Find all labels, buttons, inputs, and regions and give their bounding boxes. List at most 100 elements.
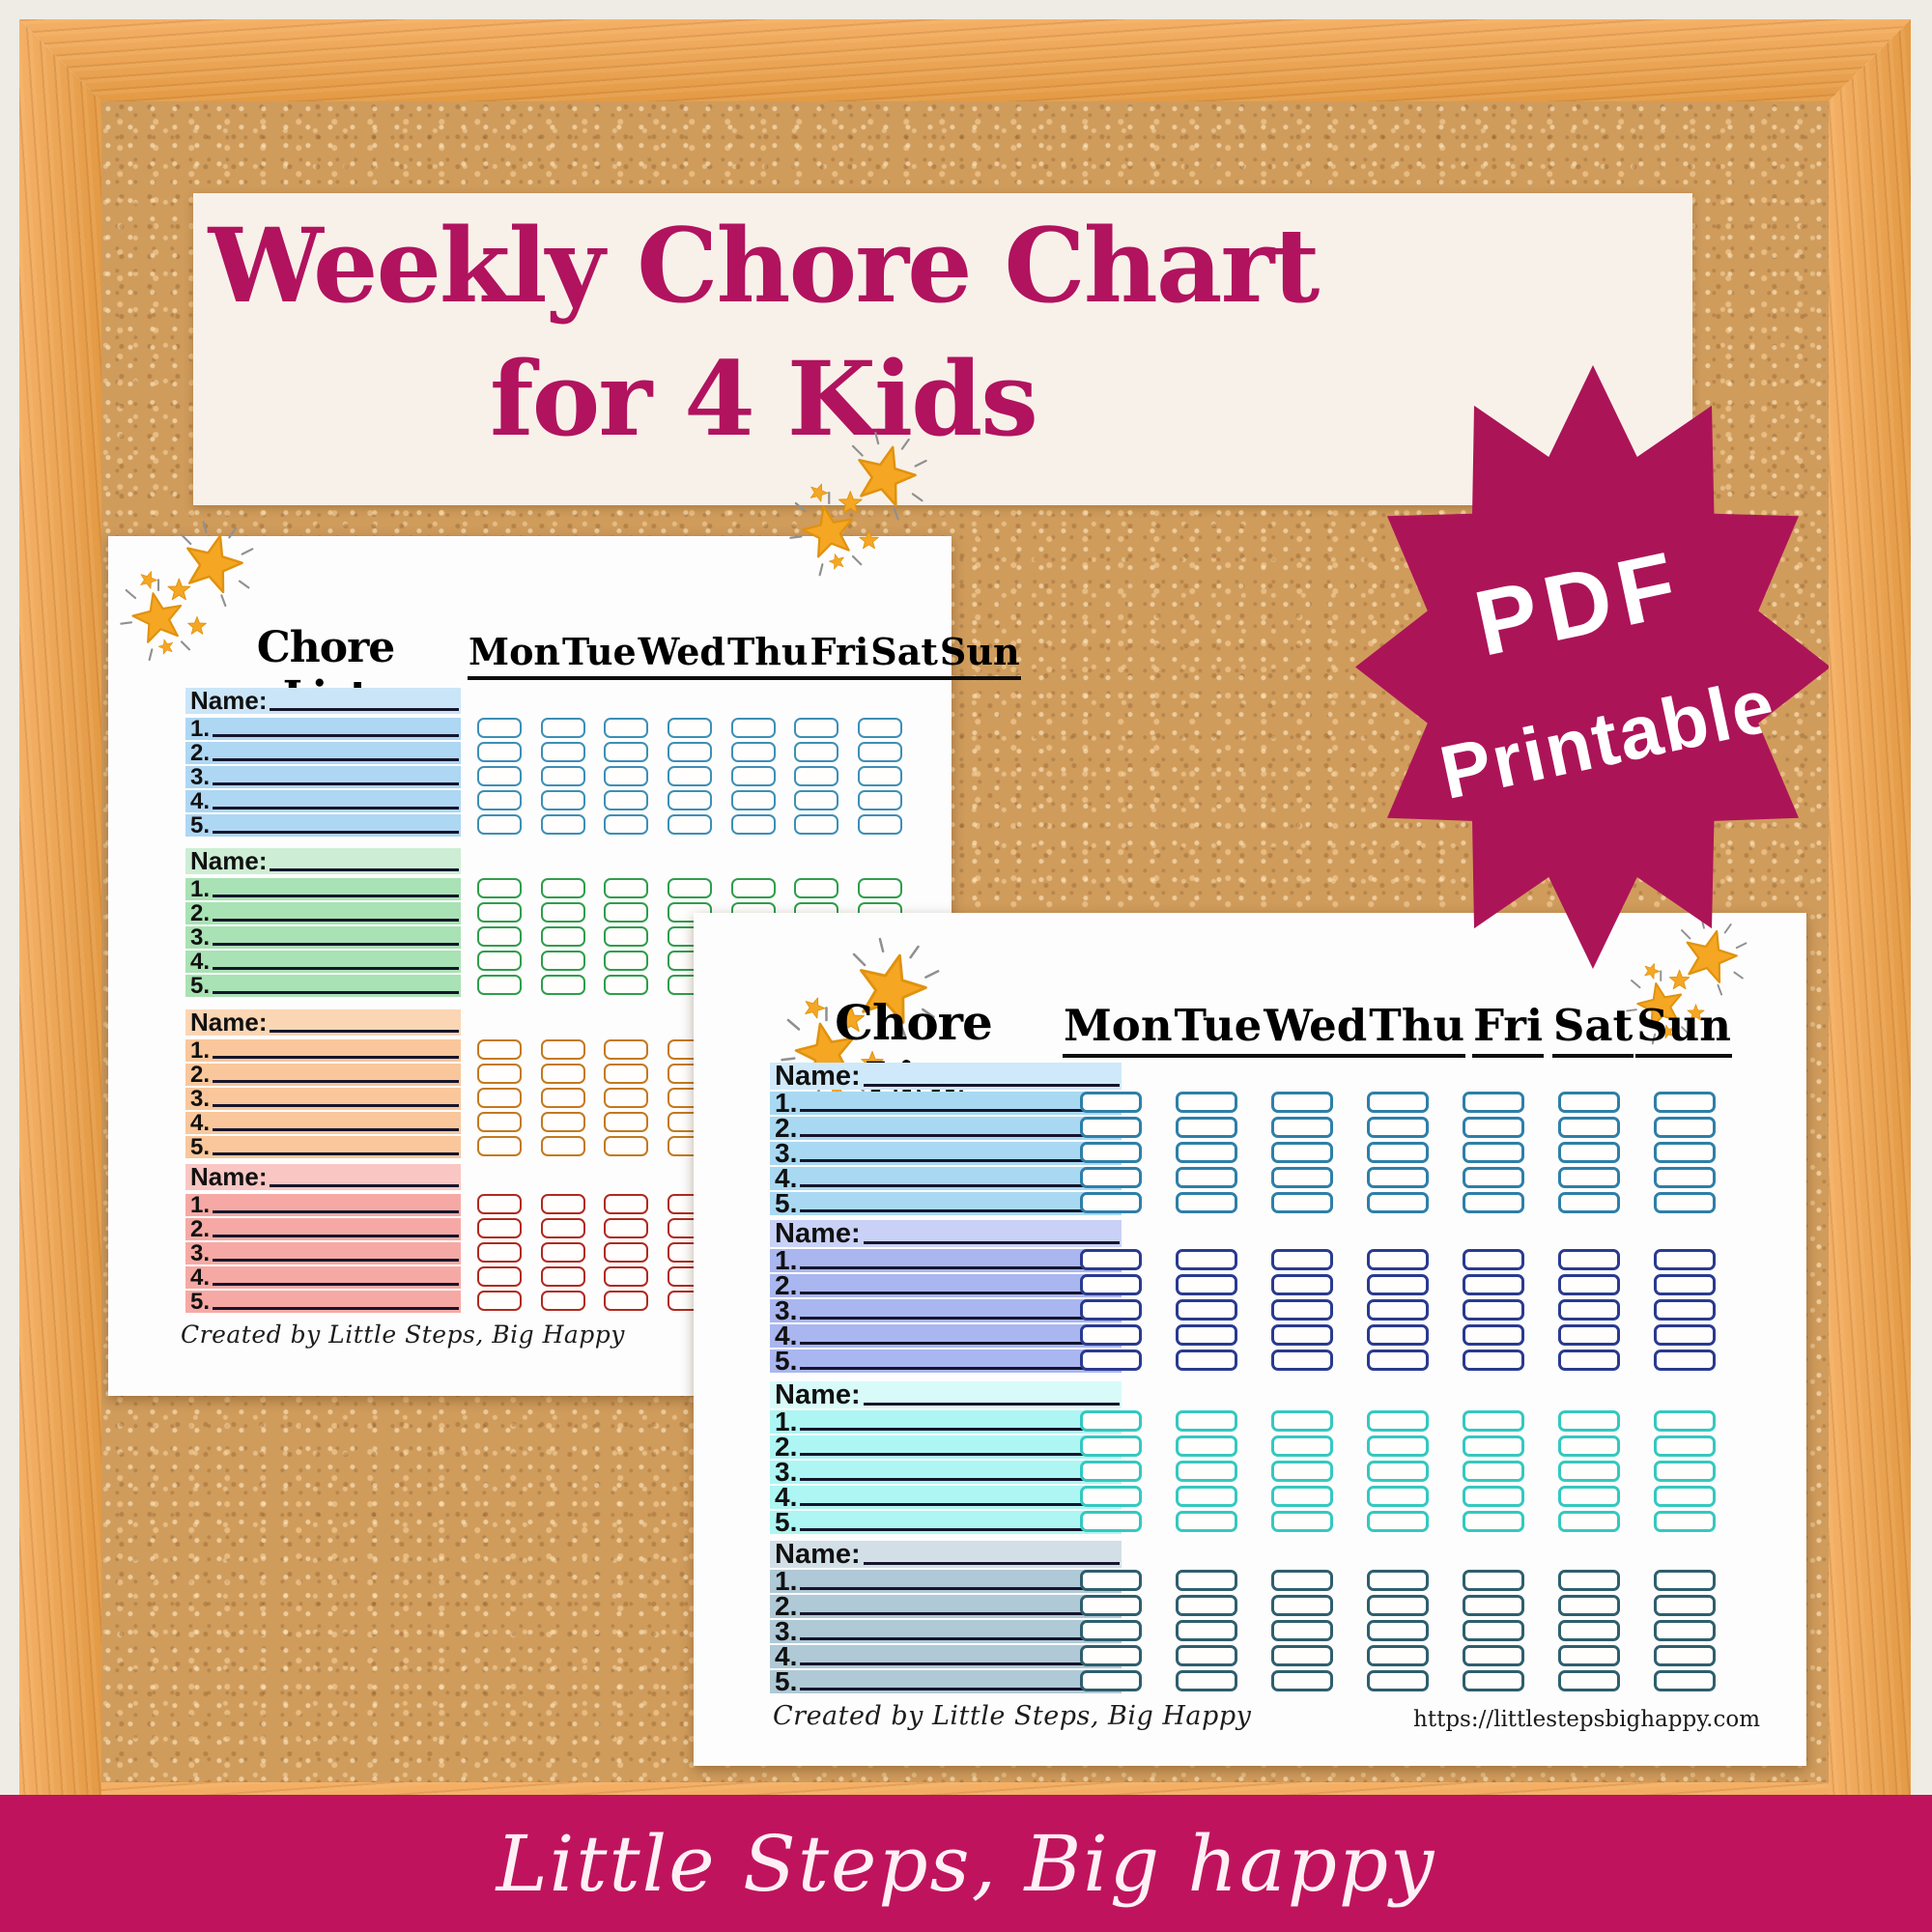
chore-row: 4. — [185, 1112, 461, 1135]
day-label-sat: Sat — [869, 630, 939, 680]
name-label: Name: — [190, 846, 268, 875]
name-blank-line — [270, 1030, 459, 1033]
chore-section-aqua: Name: 1. 2. 3. 4. 5. — [770, 1381, 1122, 1536]
day-label-wed: Wed — [1263, 1000, 1369, 1058]
chore-section-sky-blue: Name: 1. 2. 3. 4. 5. — [770, 1063, 1122, 1217]
day-checkbox — [1079, 1350, 1142, 1371]
chore-row: 1. — [185, 878, 461, 901]
chore-row: 3. — [770, 1457, 1122, 1487]
checkbox-grid-periwinkle — [1063, 1249, 1732, 1371]
day-checkbox — [1270, 1435, 1333, 1457]
day-checkbox — [1653, 1249, 1716, 1270]
chore-row: 4. — [185, 951, 461, 974]
row-number: 3. — [775, 1457, 798, 1487]
day-checkbox — [476, 1088, 522, 1108]
day-checkbox — [1462, 1511, 1524, 1532]
day-checkbox — [476, 1039, 522, 1060]
day-checkbox — [476, 902, 522, 923]
day-checkbox — [1270, 1350, 1333, 1371]
chore-row: 3. — [185, 1088, 461, 1111]
day-checkbox — [476, 951, 522, 971]
frame-right — [1829, 19, 1911, 1913]
day-checkbox — [1557, 1410, 1620, 1432]
day-checkbox — [1079, 1486, 1142, 1507]
day-checkbox — [1462, 1274, 1524, 1295]
day-checkbox — [1462, 1570, 1524, 1591]
day-checkbox — [1557, 1299, 1620, 1321]
day-checkbox — [794, 718, 839, 738]
day-checkbox — [1175, 1324, 1237, 1346]
day-checkbox — [1175, 1249, 1237, 1270]
row-number: 3. — [775, 1616, 798, 1646]
day-checkbox — [604, 766, 649, 786]
day-checkbox — [1653, 1595, 1716, 1616]
day-checkbox — [476, 766, 522, 786]
day-checkbox — [1270, 1249, 1333, 1270]
name-blank-line — [270, 708, 459, 711]
day-checkbox — [1557, 1435, 1620, 1457]
day-checkbox — [1270, 1511, 1333, 1532]
row-number: 4. — [775, 1163, 798, 1193]
chore-section-orange: Name: 1. 2. 3. 4. 5. — [185, 1009, 461, 1160]
row-number: 2. — [190, 740, 211, 766]
day-checkbox — [858, 718, 903, 738]
row-number: 1. — [775, 1406, 798, 1436]
day-checkbox — [540, 975, 585, 995]
day-header-row: Mon Tue Wed Thu Fri Sat Sun — [468, 630, 1021, 680]
day-label-thu: Thu — [725, 630, 810, 680]
day-checkbox — [604, 1291, 649, 1311]
day-checkbox — [1653, 1350, 1716, 1371]
day-label-mon: Mon — [468, 630, 562, 680]
day-checkbox — [1270, 1486, 1333, 1507]
day-checkbox — [476, 718, 522, 738]
day-checkbox — [1653, 1570, 1716, 1591]
day-checkbox — [1270, 1461, 1333, 1482]
row-number: 5. — [190, 812, 211, 838]
day-checkbox — [1557, 1486, 1620, 1507]
day-checkbox — [1653, 1167, 1716, 1188]
row-number: 3. — [190, 924, 211, 951]
row-number: 1. — [190, 1037, 211, 1064]
day-checkbox — [1175, 1299, 1237, 1321]
day-checkbox — [1653, 1486, 1716, 1507]
day-checkbox — [1557, 1511, 1620, 1532]
day-checkbox — [1653, 1192, 1716, 1213]
name-label: Name: — [775, 1218, 861, 1249]
chore-blank-line — [800, 1528, 1120, 1531]
day-checkbox — [1462, 1324, 1524, 1346]
day-checkbox — [1175, 1117, 1237, 1138]
chore-blank-line — [800, 1688, 1120, 1690]
day-checkbox — [730, 742, 776, 762]
day-label-fri: Fri — [1472, 1000, 1545, 1058]
day-checkbox — [1653, 1142, 1716, 1163]
day-checkbox — [540, 1039, 585, 1060]
checkbox-grid-sky-blue — [1063, 1092, 1732, 1213]
row-number: 3. — [775, 1295, 798, 1325]
chore-blank-line — [213, 1259, 459, 1262]
day-checkbox — [1462, 1350, 1524, 1371]
day-checkbox — [1462, 1595, 1524, 1616]
badge-line2: Printable — [1433, 661, 1783, 815]
chore-row: 3. — [770, 1140, 1122, 1167]
chore-row: 4. — [770, 1322, 1122, 1350]
day-checkbox — [1079, 1595, 1142, 1616]
day-header-row: Mon Tue Wed Thu Fri Sat Sun — [1063, 1000, 1732, 1058]
day-checkbox — [476, 926, 522, 947]
day-checkbox — [1270, 1410, 1333, 1432]
checkbox-grid-aqua — [1063, 1410, 1732, 1532]
day-checkbox — [667, 878, 712, 898]
day-checkbox — [540, 1266, 585, 1287]
day-checkbox — [1079, 1274, 1142, 1295]
day-checkbox — [1175, 1486, 1237, 1507]
day-checkbox — [1462, 1117, 1524, 1138]
chore-row: 1. — [185, 1194, 461, 1217]
chore-row: 2. — [770, 1115, 1122, 1142]
name-label: Name: — [775, 1061, 861, 1092]
chore-row: 4. — [185, 790, 461, 813]
day-checkbox — [1175, 1645, 1237, 1666]
chore-row: 5. — [770, 1190, 1122, 1217]
name-row: Name: — [770, 1061, 1122, 1092]
chore-blank-line — [800, 1159, 1120, 1162]
day-checkbox — [1557, 1274, 1620, 1295]
day-checkbox — [540, 1112, 585, 1132]
